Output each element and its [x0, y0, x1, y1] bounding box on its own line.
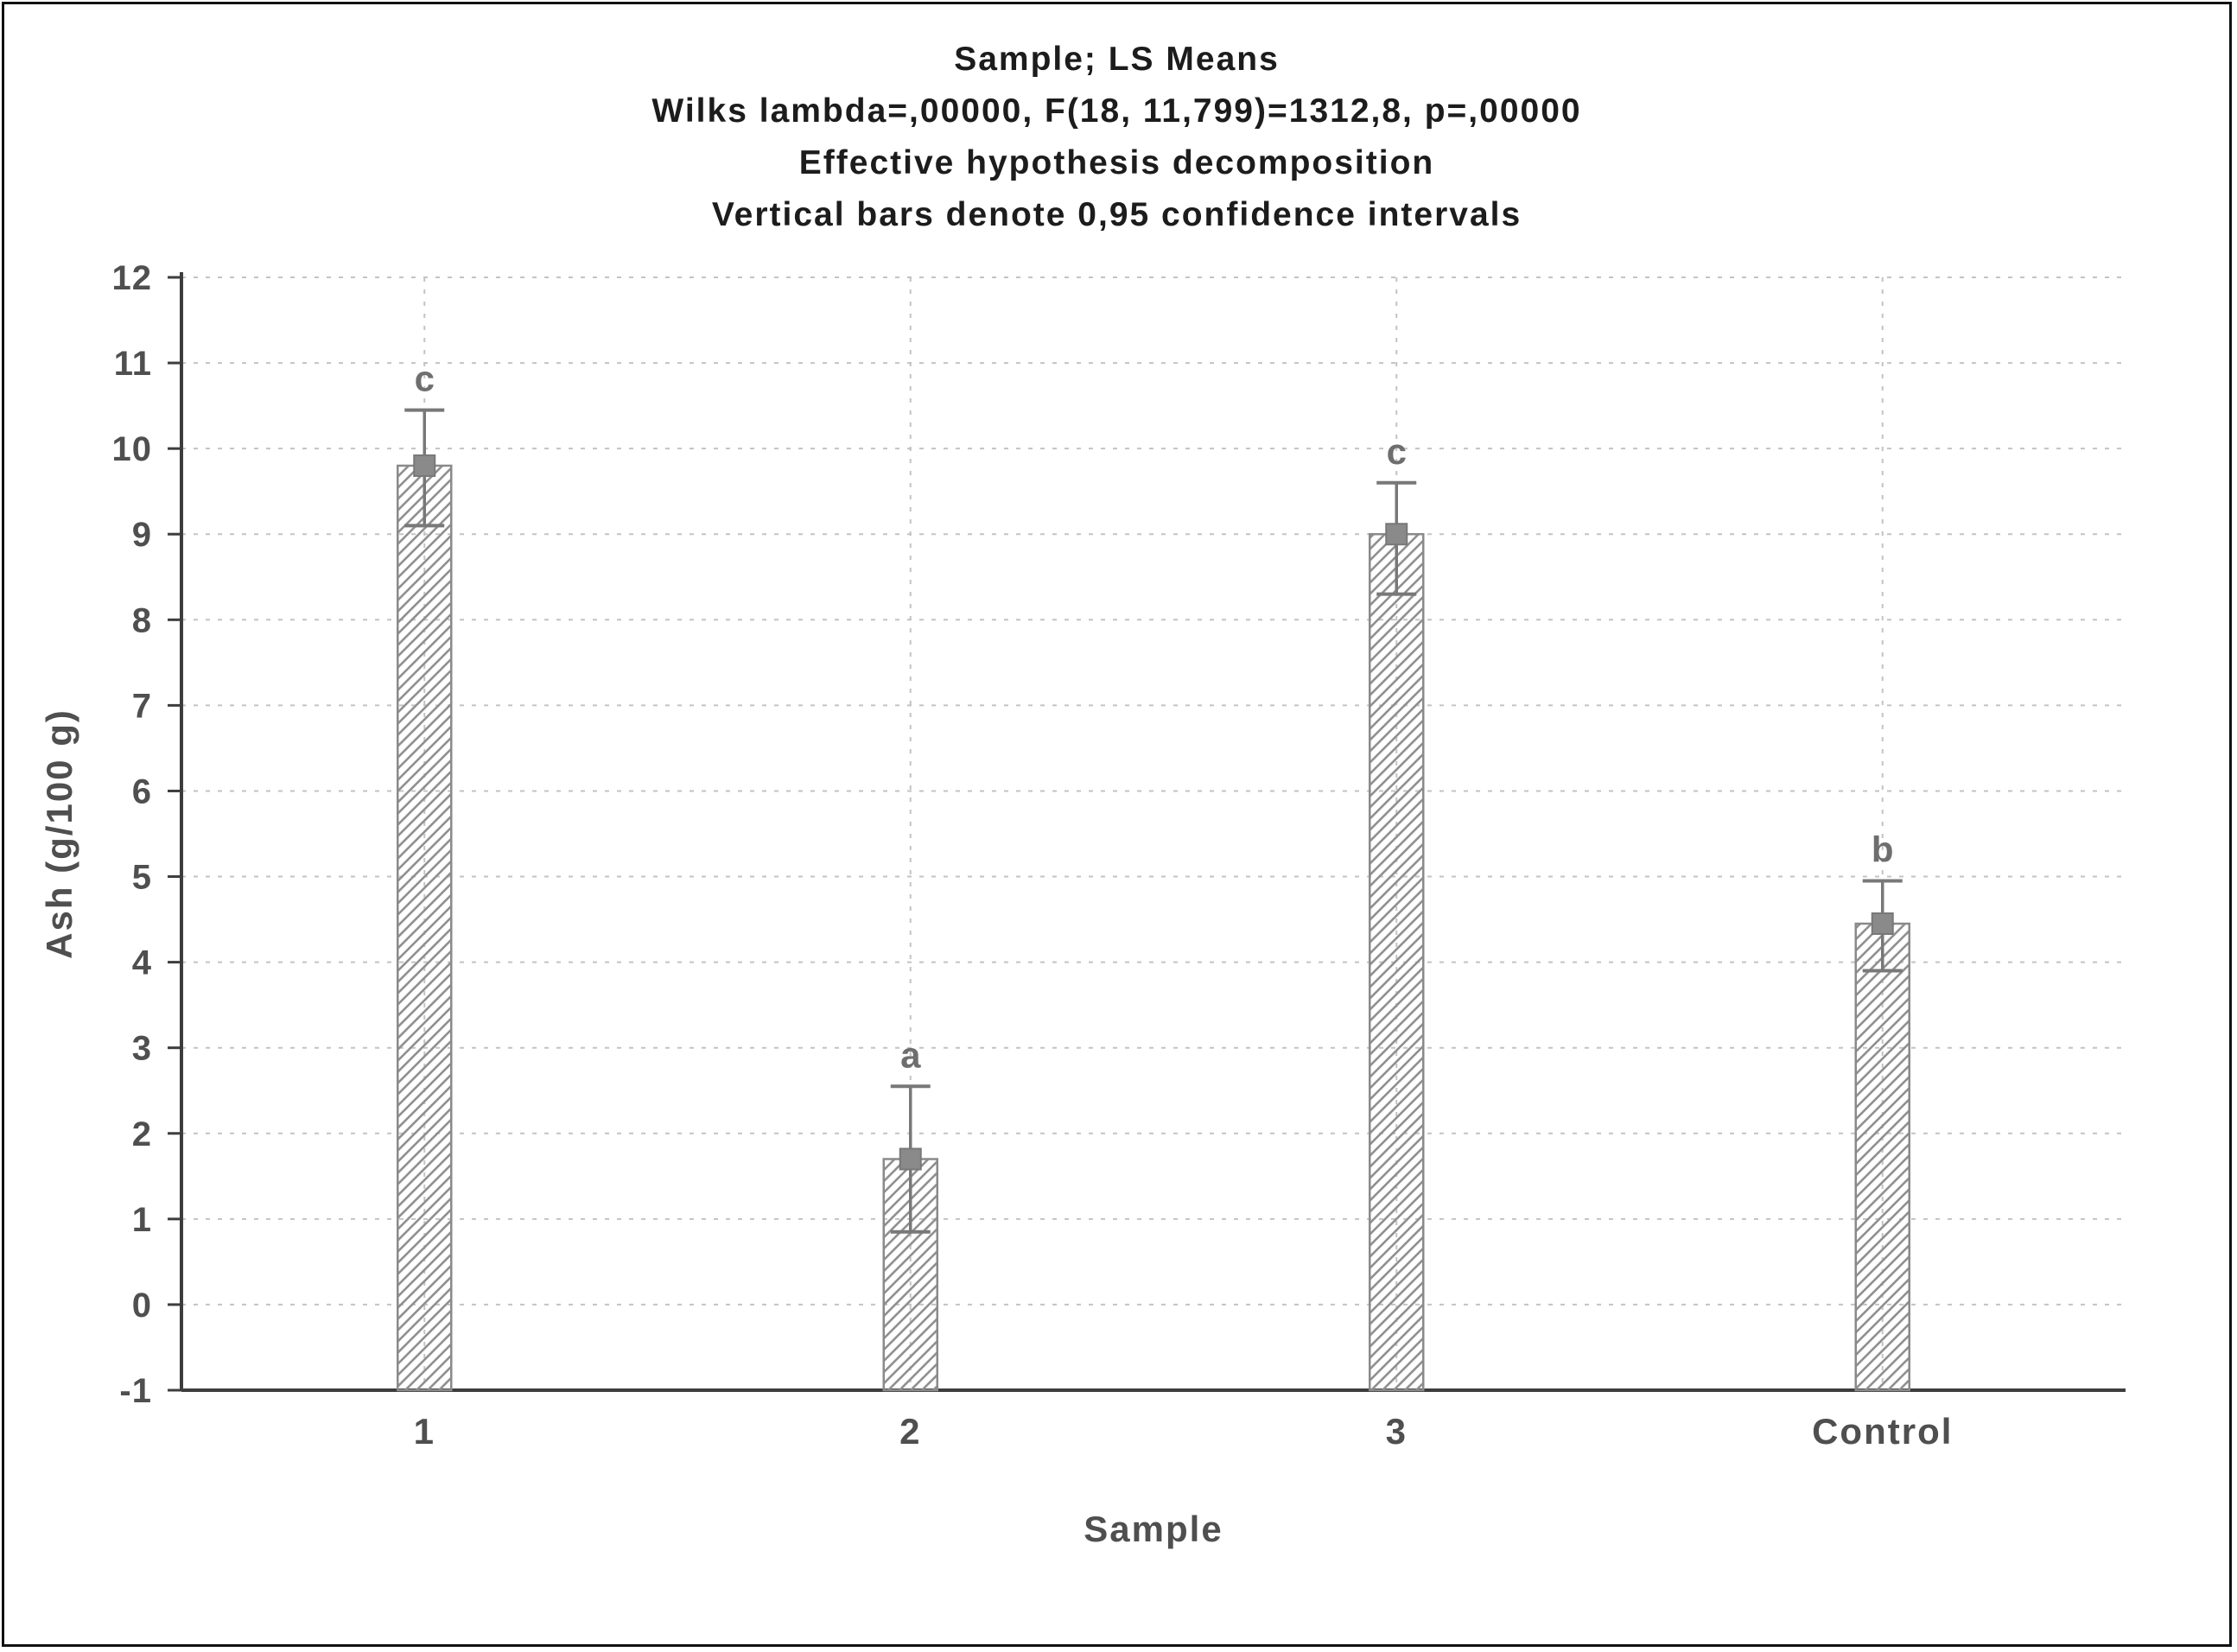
bar: [1369, 532, 1425, 1392]
chart-title: Sample; LS Means: [954, 41, 1280, 78]
y-tick-label: 11: [114, 345, 152, 383]
chart-title-block: Sample; LS Means Wilks lambda=,00000, F(…: [4, 4, 2229, 241]
y-tick-label: 12: [112, 259, 153, 297]
significance-letter: c: [1387, 431, 1407, 472]
significance-letter: a: [900, 1034, 921, 1075]
chart-subtitle-decomposition: Effective hypothesis decomposition: [798, 144, 1435, 181]
y-tick-label: 4: [132, 944, 152, 982]
x-category-label: 1: [414, 1411, 435, 1452]
mean-marker: [899, 1147, 922, 1171]
y-tick-label: 3: [132, 1030, 152, 1068]
chart-svg: -10123456789101112c1a2c3bControlSampleAs…: [39, 259, 2126, 1549]
significance-letter: b: [1872, 829, 1894, 869]
y-tick-label: 2: [132, 1115, 152, 1153]
bar: [397, 464, 453, 1392]
y-tick-label: 10: [112, 430, 153, 468]
significance-letter: c: [415, 359, 435, 399]
y-axis-title: Ash (g/100 g): [39, 708, 79, 959]
y-tick-label: 7: [132, 687, 152, 725]
y-tick-label: 8: [132, 601, 152, 639]
y-tick-label: 0: [132, 1287, 152, 1325]
x-category-label: 3: [1386, 1411, 1408, 1452]
chart-subtitle-stats: Wilks lambda=,00000, F(18, 11,799)=1312,…: [651, 92, 1582, 130]
x-axis-title: Sample: [1084, 1509, 1223, 1549]
mean-marker: [413, 454, 436, 477]
mean-marker: [1385, 523, 1408, 546]
y-tick-label: -1: [119, 1372, 152, 1410]
mean-marker: [1871, 912, 1894, 936]
y-tick-label: 6: [132, 772, 152, 810]
x-category-label: Control: [1812, 1411, 1953, 1452]
y-tick-label: 5: [132, 859, 152, 897]
chart-subtitle-ci-note: Vertical bars denote 0,95 confidence int…: [711, 196, 1522, 233]
bar: [1854, 922, 1910, 1392]
x-category-label: 2: [899, 1411, 921, 1452]
y-tick-label: 1: [132, 1201, 152, 1239]
y-tick-label: 9: [132, 516, 152, 554]
